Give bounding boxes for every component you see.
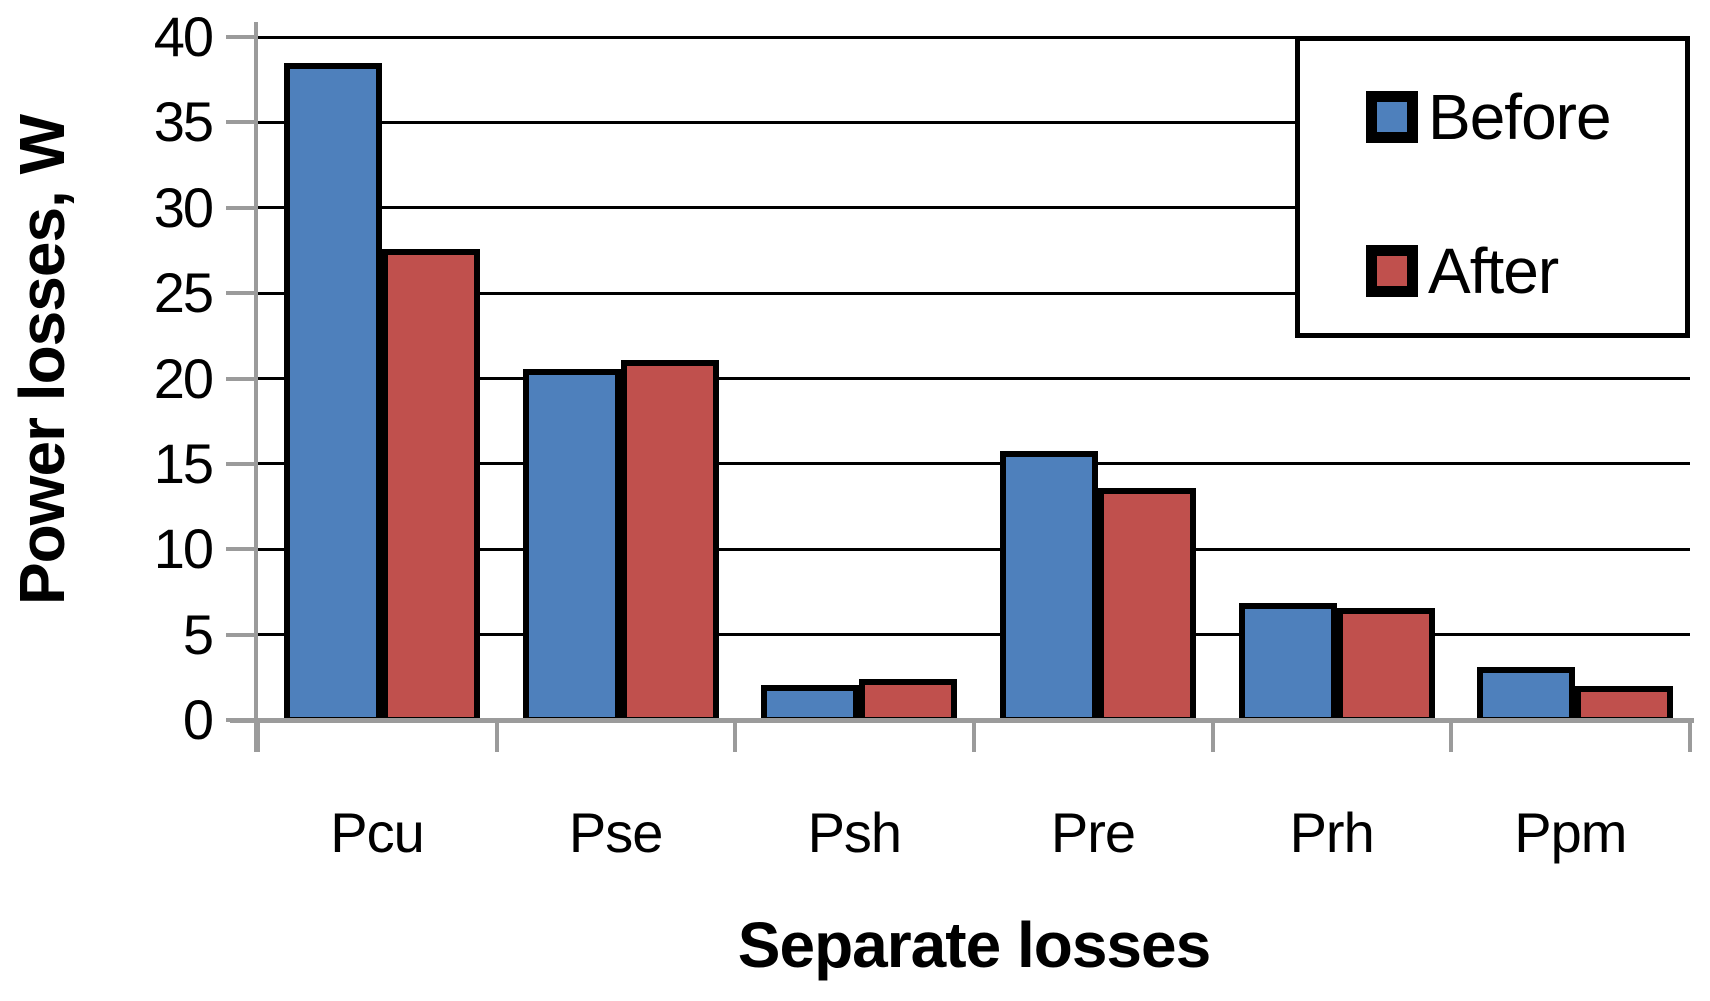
y-tick-10 <box>226 547 258 552</box>
legend-item-after: After <box>1366 235 1559 307</box>
y-axis-line <box>254 22 258 752</box>
y-tick-5 <box>226 632 258 637</box>
x-tick-label-ppm: Ppm <box>1514 801 1627 864</box>
bar-before-prh <box>1238 603 1337 723</box>
y-tick-35 <box>226 120 258 125</box>
x-tick-label-pcu: Pcu <box>330 801 425 864</box>
bar-after-pse <box>620 360 719 723</box>
y-tick-label-0: 0 <box>182 688 214 751</box>
y-tick-label-20: 20 <box>153 346 214 410</box>
x-boundary-tick-0 <box>256 722 260 752</box>
bar-after-psh <box>859 679 958 723</box>
bar-after-pre <box>1098 488 1196 723</box>
y-tick-label-5: 5 <box>182 602 214 666</box>
gridline-15 <box>258 462 1690 466</box>
x-boundary-tick-4 <box>1210 722 1215 752</box>
x-tick-label-prh: Prh <box>1289 801 1375 864</box>
legend-swatch-before-icon <box>1366 91 1418 143</box>
y-tick-label-35: 35 <box>153 90 214 154</box>
bar-before-pcu <box>284 63 382 723</box>
x-boundary-tick-3 <box>972 722 976 752</box>
x-tick-label-psh: Psh <box>807 801 903 864</box>
y-tick-20 <box>226 376 258 381</box>
x-axis-title: Separate losses <box>737 909 1211 981</box>
legend-label-before: Before <box>1428 81 1612 153</box>
x-boundary-tick-2 <box>733 722 738 752</box>
bar-after-pcu <box>382 249 480 723</box>
gridline-5 <box>258 633 1690 637</box>
y-tick-40 <box>226 35 258 39</box>
x-tick-label-pse: Pse <box>568 801 664 864</box>
y-tick-label-30: 30 <box>153 175 214 239</box>
gridline-40 <box>258 35 1690 39</box>
y-tick-30 <box>226 205 258 210</box>
y-tick-0 <box>226 718 258 722</box>
legend: Before After <box>1295 36 1690 338</box>
x-tick-label-pre: Pre <box>1050 801 1136 864</box>
bar-before-ppm <box>1477 667 1576 723</box>
gridline-10 <box>258 547 1690 551</box>
x-boundary-tick-6 <box>1688 722 1692 752</box>
legend-item-before: Before <box>1366 81 1612 153</box>
y-tick-label-15: 15 <box>153 431 214 495</box>
x-axis-line <box>230 718 1694 723</box>
bar-before-pre <box>1000 451 1098 723</box>
gridline-25 <box>258 291 1690 295</box>
y-tick-15 <box>226 461 258 466</box>
gridline-20 <box>258 377 1690 380</box>
legend-label-after: After <box>1428 235 1559 307</box>
x-boundary-tick-5 <box>1449 722 1454 752</box>
x-boundary-tick-1 <box>494 722 499 752</box>
y-tick-label-25: 25 <box>153 261 214 325</box>
y-tick-label-40: 40 <box>153 5 214 68</box>
legend-swatch-after-icon <box>1366 245 1418 297</box>
gridline-30 <box>258 206 1690 210</box>
y-tick-label-10: 10 <box>153 517 214 581</box>
y-tick-25 <box>226 291 258 296</box>
gridline-35 <box>258 120 1690 124</box>
bar-after-prh <box>1336 608 1435 723</box>
bar-before-pse <box>522 369 621 723</box>
